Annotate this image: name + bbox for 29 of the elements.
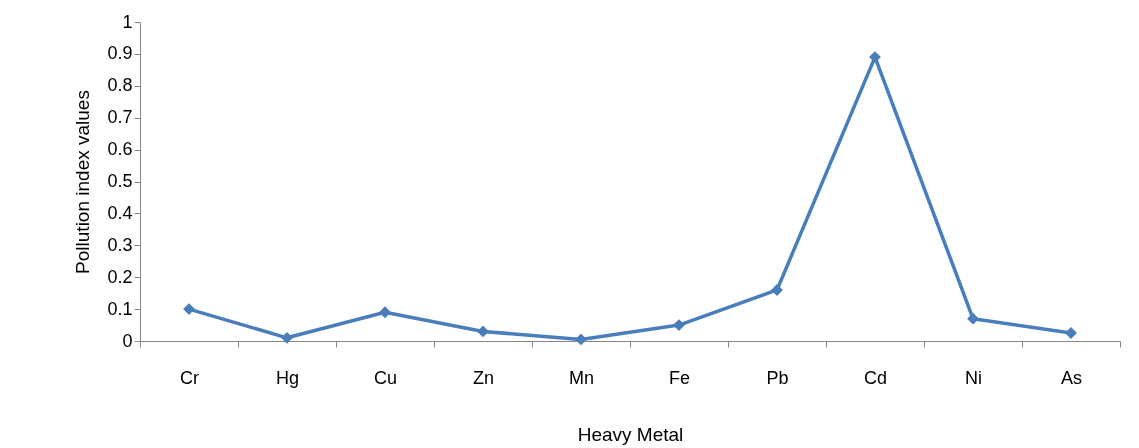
x-tick-label: Zn (472, 367, 495, 388)
x-tick-label: As (1060, 367, 1083, 388)
y-tick-label: 0.4 (107, 202, 133, 223)
x-tick-label: Cd (863, 367, 888, 388)
y-tick-label: 0.7 (107, 107, 133, 128)
point (575, 333, 587, 346)
x-tick-label: Cu (373, 367, 398, 388)
point (183, 303, 195, 316)
x-tick-label: Hg (275, 367, 300, 388)
x-axis-title: Heavy Metal (577, 423, 684, 445)
point (477, 325, 489, 338)
point (967, 312, 979, 325)
point (281, 331, 293, 344)
y-tick-label: 0.3 (107, 234, 133, 255)
y-tick-label: 0 (122, 330, 133, 351)
y-tick-label: 0.5 (107, 171, 133, 191)
y-tick-label: 0.9 (107, 43, 133, 64)
y-tick-label: 0.6 (107, 139, 133, 160)
y-tick-label: 0.8 (107, 75, 133, 96)
x-tick-label: Ni (965, 367, 982, 388)
x-tick-label: Pb (766, 367, 789, 388)
x-tick-label: Fe (668, 367, 691, 388)
x-tick-label: Mn (568, 367, 595, 388)
y-axis-title: Pollution index values (72, 90, 94, 274)
point (379, 306, 391, 319)
y-tick-label: 0.2 (107, 266, 133, 287)
y-tick-label: 1 (122, 11, 133, 32)
x-tick-label: Cr (180, 367, 199, 388)
y-tick-label: 0.1 (107, 298, 133, 319)
